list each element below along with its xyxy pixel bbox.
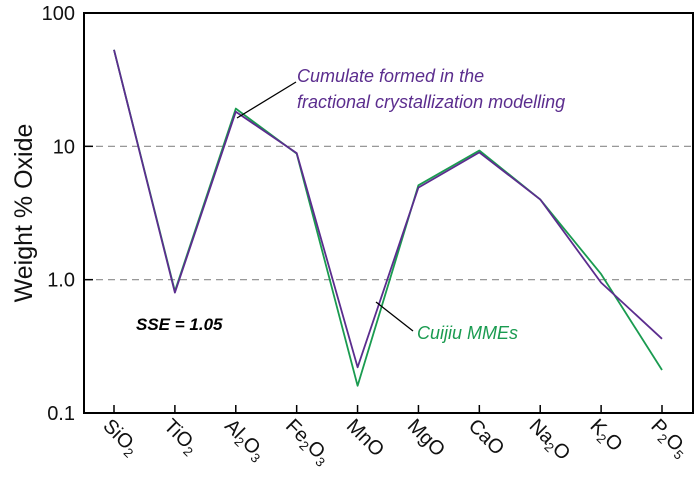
y-tick-label: 10	[53, 136, 75, 158]
x-tick-label: TiO2	[158, 415, 202, 459]
cumulate-leader-line	[236, 81, 297, 119]
x-tick-label: Fe2O3	[280, 415, 335, 470]
y-tick-label: 1.0	[47, 270, 75, 292]
x-tick-label: SiO2	[97, 415, 143, 461]
x-tick-label: Al2O3	[219, 415, 270, 466]
gridlines	[84, 145, 693, 281]
x-tick-label: MgO	[403, 415, 449, 461]
x-tick-label: Na2O	[523, 415, 574, 466]
plot-frame	[83, 12, 694, 414]
y-tick-label: 0.1	[47, 403, 75, 425]
series-line-cumulate	[113, 49, 663, 369]
cumulate-annotation-line1: Cumulate formed in the	[297, 66, 484, 86]
x-tick-label: P2O5	[645, 415, 693, 463]
cumulate-annotation-line2: fractional crystallization modelling	[297, 92, 565, 112]
x-tick-label: K2O	[584, 415, 627, 458]
y-tick-label: 100	[42, 3, 75, 25]
x-tick-label: CaO	[464, 415, 509, 460]
x-tick-label: MnO	[342, 415, 388, 461]
series-lines	[113, 49, 663, 387]
mme-annotation: Cuijiu MMEs	[375, 301, 518, 343]
y-axis-ticks: 0.1 1.0 10 100	[42, 3, 93, 425]
mme-annotation-label: Cuijiu MMEs	[417, 323, 518, 343]
mme-leader-line	[375, 301, 414, 332]
cumulate-annotation: Cumulate formed in the fractional crysta…	[236, 66, 565, 119]
sse-label: SSE = 1.05	[136, 315, 223, 334]
y-axis-title: Weight % Oxide	[10, 124, 38, 303]
